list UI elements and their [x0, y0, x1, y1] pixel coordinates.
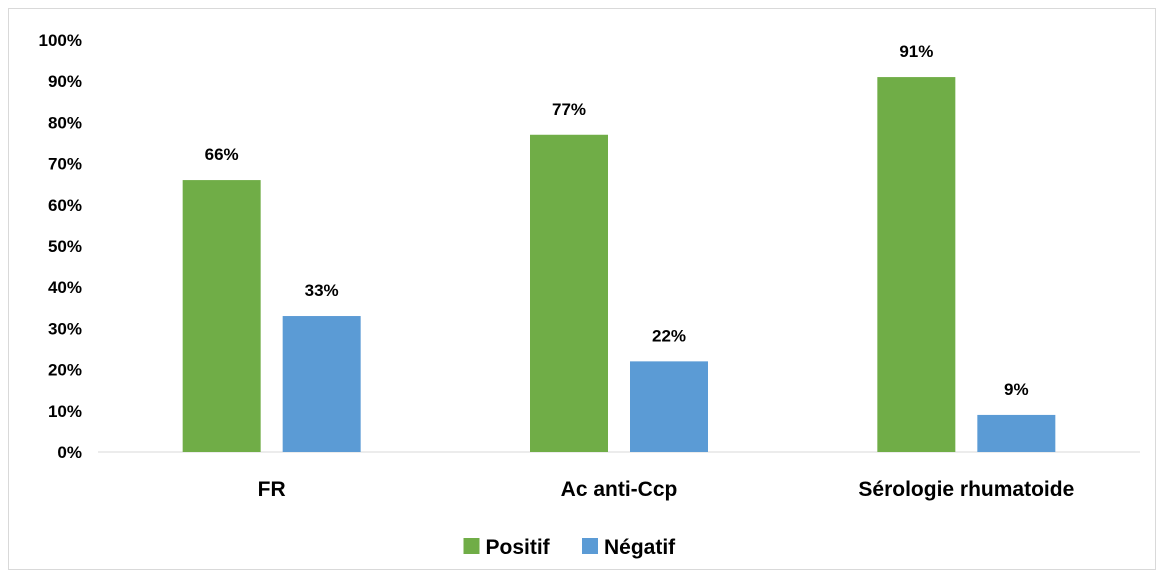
legend-swatch-n-gatif	[582, 538, 598, 554]
bar-positif-1	[530, 134, 608, 452]
y-axis: 0% 10% 20% 30% 40% 50% 60% 70% 80% 90% 100%	[39, 31, 82, 462]
x-axis-labels: FR Ac anti-Ccp Sérologie rhumatoide	[258, 478, 1075, 501]
data-label: 33%	[305, 281, 339, 300]
bars: 66% 33% 77% 22% 91% 9%	[182, 42, 1056, 452]
y-tick-label: 70%	[48, 155, 82, 174]
legend: Positif Négatif	[463, 536, 676, 559]
data-label: 66%	[205, 145, 239, 164]
y-tick-label: 80%	[48, 113, 82, 132]
y-tick-label: 10%	[48, 402, 82, 421]
x-category-label: Ac anti-Ccp	[561, 478, 678, 501]
y-tick-label: 60%	[48, 196, 82, 215]
legend-label: Positif	[486, 536, 551, 559]
data-label: 22%	[652, 326, 686, 345]
y-tick-label: 90%	[48, 72, 82, 91]
legend-label: Négatif	[604, 536, 676, 559]
bar-n-gatif-1	[630, 361, 708, 452]
x-category-label: FR	[258, 478, 286, 501]
x-category-label: Sérologie rhumatoide	[858, 478, 1074, 501]
data-label: 91%	[899, 42, 933, 61]
legend-swatch-positif	[463, 538, 480, 554]
data-label: 77%	[552, 100, 586, 119]
bar-n-gatif-0	[282, 316, 361, 452]
y-tick-label: 30%	[48, 319, 82, 338]
data-label: 9%	[1004, 380, 1029, 399]
bar-positif-0	[182, 180, 261, 452]
y-tick-label: 50%	[48, 237, 82, 256]
y-tick-label: 100%	[39, 31, 82, 50]
y-tick-label: 40%	[48, 278, 82, 297]
y-tick-label: 20%	[48, 361, 82, 380]
bar-positif-2	[877, 77, 956, 452]
y-tick-label: 0%	[57, 443, 82, 462]
bar-n-gatif-2	[977, 414, 1056, 452]
